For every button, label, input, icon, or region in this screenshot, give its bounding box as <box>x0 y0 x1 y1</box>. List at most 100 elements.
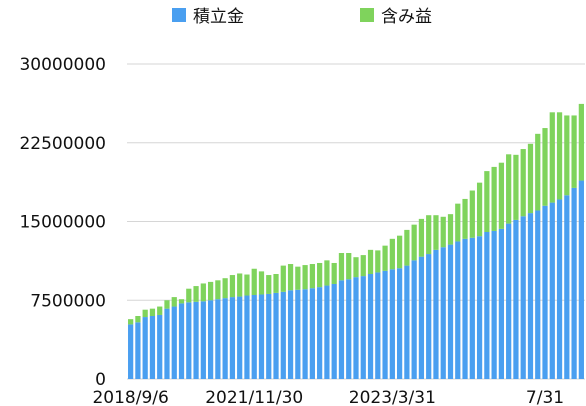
bar-contribution <box>237 296 243 379</box>
bar-contribution <box>433 249 439 379</box>
bar-contribution <box>338 280 345 379</box>
bar-contribution <box>418 256 425 379</box>
bar-gain <box>498 162 505 229</box>
bar-gain <box>273 274 279 293</box>
bar-contribution <box>149 316 156 379</box>
bar-gain <box>556 112 563 200</box>
legend-swatch-0 <box>172 7 186 22</box>
y-tick-label: 30000000 <box>19 55 106 75</box>
bar-contribution <box>382 270 388 379</box>
x-tick-label: 2021/11/30 <box>205 388 303 406</box>
bar-contribution <box>295 289 301 379</box>
bar-contribution <box>556 199 563 379</box>
bar-gain <box>309 264 315 289</box>
legend-item-0: 積立金 <box>172 2 244 27</box>
bar-gain <box>404 229 410 266</box>
bar-contribution <box>440 247 446 379</box>
bar-gain <box>207 281 214 301</box>
bar-contribution <box>520 216 526 379</box>
bar-gain <box>527 143 534 214</box>
bar-gain <box>200 283 206 302</box>
bar-contribution <box>513 219 519 379</box>
bar-gain <box>317 262 323 288</box>
bar-contribution <box>244 295 250 379</box>
bar-contribution <box>447 244 454 379</box>
bar-gain <box>484 171 490 232</box>
bar-gain <box>251 268 257 295</box>
bar-contribution <box>542 205 548 379</box>
bar-contribution <box>171 306 177 379</box>
bar-contribution <box>578 180 584 379</box>
legend-label-0: 積立金 <box>193 7 244 27</box>
legend-item-1: 含み益 <box>360 2 432 27</box>
bar-gain <box>302 265 308 290</box>
bar-gain <box>476 182 483 237</box>
bar-contribution <box>498 228 505 379</box>
bar-gain <box>462 198 468 239</box>
bar-contribution <box>476 236 483 379</box>
y-axis-ticks: 0 7500000 15000000 22500000 30000000 <box>19 55 106 390</box>
bar-contribution <box>549 202 555 379</box>
bar-contribution <box>469 237 475 379</box>
bar-gain <box>513 154 519 220</box>
bar-contribution <box>462 238 468 379</box>
bar-gain <box>469 190 475 238</box>
bar-contribution <box>128 324 134 379</box>
bar-contribution <box>455 241 461 379</box>
bar-contribution <box>397 268 403 379</box>
bar-contribution <box>484 232 490 379</box>
legend-swatch-1 <box>360 7 374 22</box>
bar-gain <box>128 319 134 325</box>
bar-contribution <box>186 302 192 379</box>
bar-gain <box>229 275 236 298</box>
bar-contribution <box>535 210 541 379</box>
bar-contribution <box>157 314 163 379</box>
bar-gain <box>338 253 345 281</box>
bar-contribution <box>367 274 374 379</box>
y-tick-label: 0 <box>95 370 106 390</box>
bar-contribution <box>309 288 315 379</box>
bar-gain <box>535 133 541 211</box>
bar-gain <box>571 115 577 188</box>
bar-contribution <box>411 260 417 379</box>
bar-gain <box>171 297 177 307</box>
bar-contribution <box>193 301 199 379</box>
bar-contribution <box>353 277 359 379</box>
bar-gain <box>375 250 381 273</box>
bar-contribution <box>346 279 352 379</box>
bar-gain <box>149 308 156 316</box>
bar-gain <box>418 218 425 257</box>
bar-gain <box>215 280 221 300</box>
bar-contribution <box>404 265 410 379</box>
bar-gain <box>397 235 403 269</box>
bar-gain <box>237 273 243 297</box>
legend: 積立金 含み益 <box>0 2 586 27</box>
bar-contribution <box>280 291 286 379</box>
bar-gain <box>186 288 192 303</box>
bar-contribution <box>302 289 308 379</box>
bar-gain <box>280 265 286 292</box>
bar-gain <box>193 286 199 302</box>
y-tick-label: 7500000 <box>30 291 106 311</box>
bar-contribution <box>324 285 330 379</box>
bar-gain <box>389 238 395 270</box>
y-tick-label: 15000000 <box>19 213 106 233</box>
bar-contribution <box>251 295 257 379</box>
bar-gain <box>331 262 337 284</box>
x-axis-ticks: 2018/9/6 2021/11/30 2023/3/31 7/31 <box>92 388 564 406</box>
bar-contribution <box>389 269 395 379</box>
bar-gain <box>440 216 446 248</box>
bar-gain <box>382 245 388 271</box>
bar-gain <box>135 316 141 323</box>
bar-gain <box>258 271 265 295</box>
bar-contribution <box>178 303 185 379</box>
bar-gain <box>564 115 570 196</box>
bar-contribution <box>266 293 272 379</box>
bar-gain <box>520 149 526 217</box>
bar-gain <box>506 154 512 224</box>
bar-contribution <box>135 322 141 379</box>
bar-contribution <box>506 223 512 379</box>
bar-contribution <box>491 230 497 379</box>
bar-gain <box>266 275 272 294</box>
